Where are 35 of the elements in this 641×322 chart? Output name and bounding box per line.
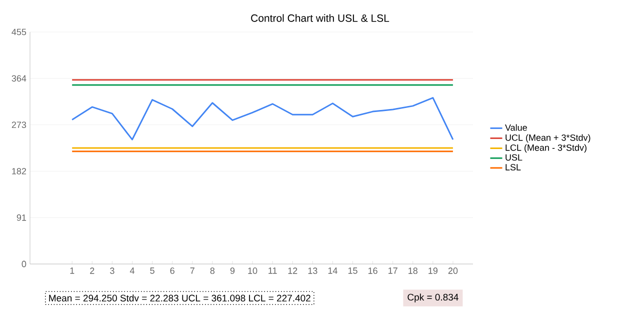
text: Mean = 294.250 Stdv = 22.283 UCL = 361.098 LCL = 227.402	[49, 294, 310, 302]
legend-label: LCL (Mean - 3*Stdv)	[506, 144, 586, 153]
legend-label: Value	[505, 124, 527, 131]
legend-label: LSL	[506, 164, 521, 170]
y-tick-label: 364	[12, 75, 26, 82]
x-tick-label: 1	[70, 268, 74, 274]
x-tick-label: 6	[170, 268, 174, 274]
legend-label: UCL (Mean + 3*Stdv)	[506, 134, 590, 143]
x-tick-label: 2	[90, 268, 94, 274]
x-tick-label: 10	[248, 268, 258, 274]
x-tick-label: 19	[428, 268, 438, 274]
x-tick-label: 5	[150, 268, 154, 274]
y-tick-label: 273	[12, 122, 26, 128]
text: Cpk = 0.834	[408, 294, 458, 302]
legend-label: USL	[506, 154, 522, 161]
x-tick-label: 20	[448, 268, 458, 274]
line-series	[71, 97, 454, 140]
y-tick-label: 91	[16, 214, 26, 221]
x-tick-label: 17	[388, 268, 398, 274]
x-tick-label: 15	[348, 268, 358, 274]
x-tick-label: 3	[110, 268, 114, 274]
y-tick-label: 182	[12, 168, 26, 174]
x-tick-label: 18	[408, 268, 418, 274]
x-tick-label: 8	[210, 268, 215, 274]
y-tick-label: 455	[12, 28, 26, 36]
x-tick-label: 12	[288, 268, 298, 274]
x-tick-label: 13	[308, 268, 318, 274]
x-tick-label: 4	[130, 268, 134, 274]
y-tick-label: 0	[22, 260, 26, 268]
x-tick-label: 16	[368, 268, 378, 274]
chart-title: Control Chart with USL & LSL	[251, 14, 390, 22]
x-tick-label: 14	[328, 268, 338, 274]
x-tick-label: 9	[230, 268, 235, 274]
x-tick-label: 7	[190, 268, 194, 274]
x-tick-label: 11	[268, 268, 277, 274]
